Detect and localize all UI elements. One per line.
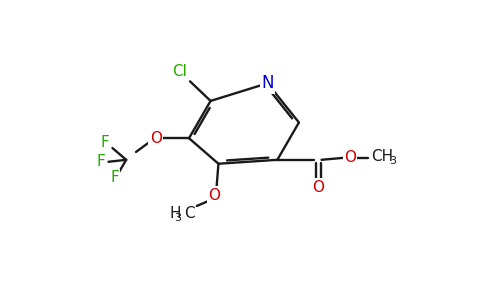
Text: F: F: [96, 154, 105, 169]
Text: O: O: [150, 131, 162, 146]
Text: C: C: [184, 206, 195, 221]
Text: Cl: Cl: [172, 64, 187, 79]
Text: CH: CH: [372, 149, 393, 164]
Text: F: F: [110, 170, 119, 185]
Text: 3: 3: [174, 213, 181, 223]
Text: H: H: [170, 206, 181, 221]
Text: F: F: [100, 135, 109, 150]
Text: O: O: [209, 188, 221, 202]
Text: O: O: [313, 180, 325, 195]
Text: 3: 3: [389, 156, 396, 166]
Text: O: O: [344, 150, 356, 165]
Text: N: N: [261, 74, 274, 92]
